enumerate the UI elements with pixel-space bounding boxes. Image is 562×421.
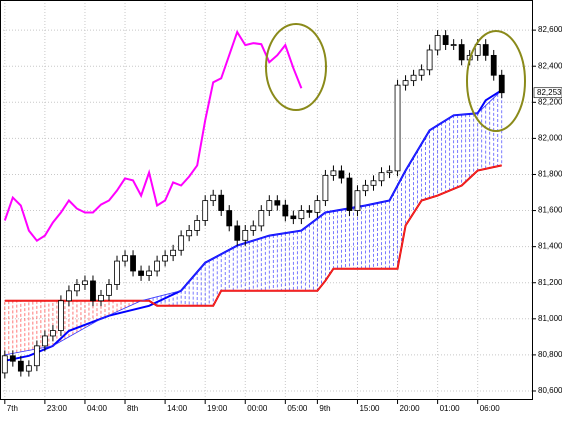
candle-body bbox=[58, 300, 64, 331]
candle-body bbox=[130, 255, 136, 272]
candle-body bbox=[442, 35, 449, 45]
plot-frame bbox=[0, 0, 533, 400]
candle-body bbox=[330, 170, 337, 176]
x-tick-label: 20:00 bbox=[400, 404, 421, 413]
candle-body bbox=[242, 230, 249, 241]
x-tick-label: 19:00 bbox=[207, 404, 228, 413]
candle-body bbox=[362, 184, 369, 192]
y-tick-label: 82,400 bbox=[538, 61, 562, 70]
candle-body bbox=[114, 260, 120, 285]
last-price-label: 82,253 bbox=[537, 88, 562, 97]
candle-body bbox=[194, 220, 201, 231]
candle-body bbox=[354, 190, 361, 211]
candle-body bbox=[370, 180, 377, 186]
candle-body bbox=[146, 270, 152, 276]
y-tick-label: 80,800 bbox=[538, 350, 562, 359]
candle-body bbox=[218, 194, 225, 211]
candle-body bbox=[306, 210, 313, 213]
candle-body bbox=[170, 249, 177, 257]
candle-body bbox=[17, 360, 24, 372]
y-tick-label: 81,600 bbox=[538, 206, 562, 215]
candle-body bbox=[9, 355, 16, 362]
candle-body bbox=[106, 284, 112, 296]
y-tick-label: 81,800 bbox=[538, 170, 562, 179]
x-tick-label: 04:00 bbox=[87, 404, 108, 413]
candle-body bbox=[338, 170, 345, 179]
candle-body bbox=[282, 204, 289, 217]
last-price-box bbox=[533, 87, 562, 99]
y-tick-label: 81,000 bbox=[538, 314, 562, 323]
y-tick-label: 82,000 bbox=[538, 133, 562, 142]
candle-body bbox=[394, 84, 401, 172]
candle-body bbox=[418, 69, 425, 76]
candle-body bbox=[25, 365, 32, 372]
candle-body bbox=[234, 225, 241, 241]
annotation-ellipse bbox=[466, 30, 526, 132]
x-tick-label: 23:00 bbox=[47, 404, 68, 413]
candle-body bbox=[450, 44, 457, 46]
candle-body bbox=[386, 170, 393, 174]
candle-body bbox=[90, 280, 96, 302]
line-senkou-a bbox=[4, 89, 502, 356]
candle-body bbox=[186, 230, 193, 237]
candle-body bbox=[298, 210, 305, 220]
candle-body bbox=[378, 172, 385, 182]
candle-body bbox=[274, 200, 281, 206]
candle-body bbox=[490, 54, 497, 76]
y-tick-label: 82,600 bbox=[538, 25, 562, 34]
candle-body bbox=[122, 255, 128, 262]
candle-body bbox=[258, 210, 265, 227]
candle-body bbox=[314, 200, 321, 213]
candle-body bbox=[290, 215, 297, 220]
candle-body bbox=[74, 284, 80, 292]
candle-body bbox=[498, 74, 505, 94]
candle-body bbox=[410, 74, 417, 82]
y-tick-label: 82,200 bbox=[538, 97, 562, 106]
candle-body bbox=[33, 345, 40, 367]
candle-body bbox=[482, 44, 489, 56]
candle-body bbox=[138, 270, 144, 276]
y-tick-label: 81,400 bbox=[538, 242, 562, 251]
candle-body bbox=[426, 49, 433, 71]
x-tick-label: 06:00 bbox=[480, 404, 501, 413]
x-tick-label: 15:00 bbox=[359, 404, 380, 413]
x-tick-label: 9th bbox=[319, 404, 330, 413]
x-tick-label: 8th bbox=[127, 404, 138, 413]
candle-body bbox=[202, 200, 209, 221]
x-tick-label: 7th bbox=[7, 404, 18, 413]
candle-body bbox=[178, 235, 185, 251]
candle-body bbox=[82, 280, 88, 285]
plot-layer bbox=[0, 0, 533, 400]
candle-body bbox=[210, 194, 217, 202]
candle-body bbox=[41, 335, 48, 347]
candle-body bbox=[162, 255, 169, 262]
candle-body bbox=[1, 355, 8, 374]
x-tick-label: 14:00 bbox=[167, 404, 188, 413]
annotation-ellipse bbox=[265, 23, 327, 111]
candle-body bbox=[474, 44, 481, 56]
candle-body bbox=[250, 225, 257, 231]
candle-body bbox=[266, 200, 273, 211]
candle-body bbox=[322, 174, 329, 202]
candle-body bbox=[98, 294, 104, 302]
candle-body bbox=[402, 80, 409, 86]
line-chikou bbox=[3, 29, 303, 243]
candle-body bbox=[434, 35, 441, 51]
y-tick-label: 80,600 bbox=[538, 386, 562, 395]
line-senkou-b bbox=[4, 165, 502, 307]
candle-body bbox=[346, 177, 353, 211]
candle-body bbox=[458, 44, 465, 61]
y-tick-label: 81,200 bbox=[538, 278, 562, 287]
candle-body bbox=[66, 290, 72, 302]
candle-body bbox=[226, 210, 233, 227]
x-tick-label: 00:00 bbox=[247, 404, 268, 413]
x-tick-label: 05:00 bbox=[287, 404, 308, 413]
candle-body bbox=[154, 260, 160, 272]
candle-body bbox=[49, 330, 56, 337]
x-tick-label: 01:00 bbox=[440, 404, 461, 413]
